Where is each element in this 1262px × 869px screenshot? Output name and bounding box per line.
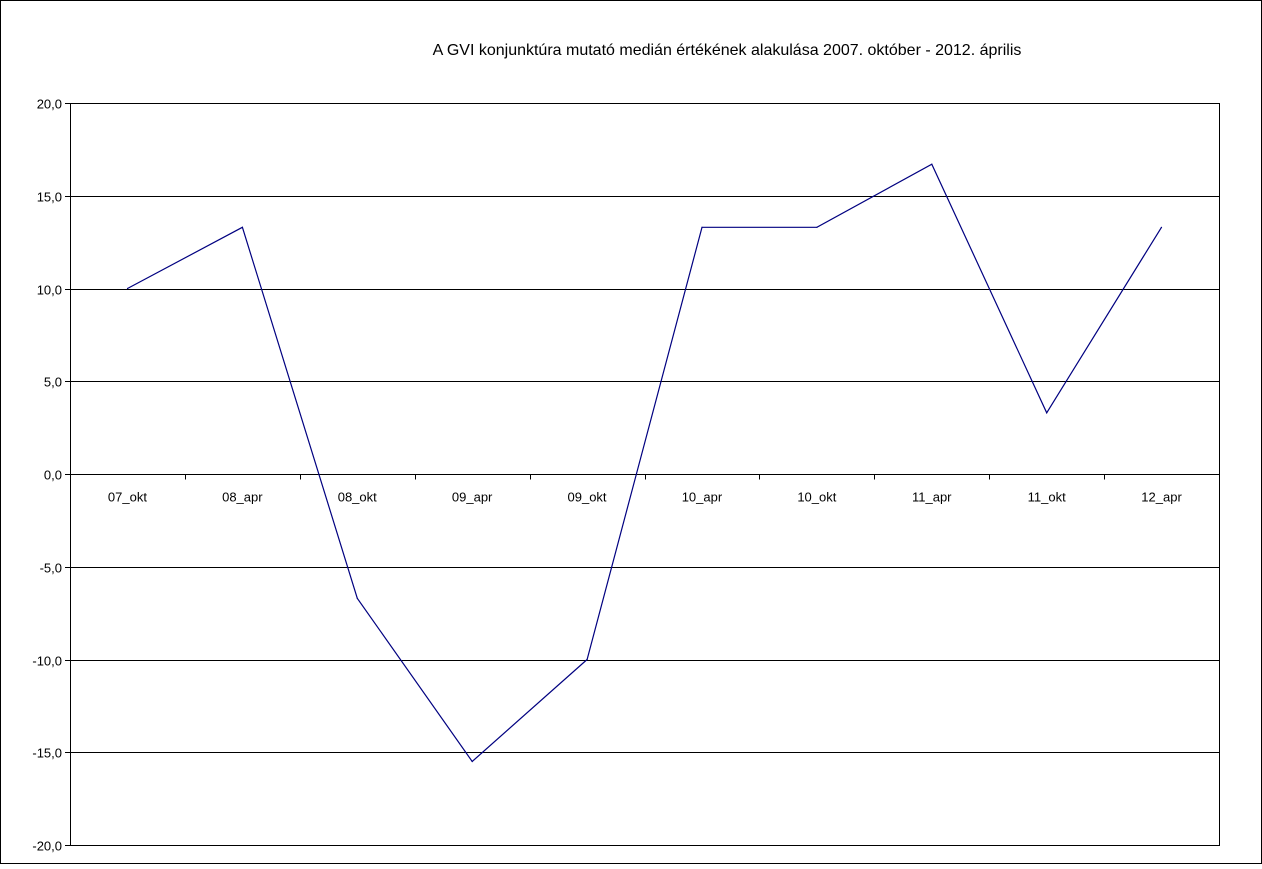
- x-tick-label: 09_okt: [568, 490, 607, 505]
- x-tick-label: 09_apr: [452, 490, 493, 505]
- y-tick-label: -20,0: [32, 839, 62, 854]
- data-point: [1160, 226, 1163, 228]
- axes: 20,0 15,0 10,0 5,0 0,0 -5,0 -10,0 -15,0 -20,0 07_…: [32, 97, 1220, 854]
- data-point: [931, 163, 933, 165]
- data-point: [356, 597, 358, 599]
- y-tick-label: 5,0: [44, 375, 62, 390]
- x-tick-label: 10_okt: [797, 490, 836, 505]
- data-point: [471, 760, 473, 763]
- x-tick-label: 11_okt: [1028, 490, 1066, 505]
- y-tick-label: -15,0: [32, 746, 62, 761]
- y-tick-label: -5,0: [40, 561, 62, 576]
- chart-title: A GVI konjunktúra mutató medián értékéne…: [433, 42, 1022, 59]
- series-layer: [126, 163, 1163, 763]
- x-tick-label: 08_okt: [338, 490, 377, 505]
- y-tick-label: 20,0: [37, 97, 62, 112]
- x-tick-label: 12_apr: [1141, 490, 1182, 505]
- data-point: [1046, 412, 1048, 414]
- data-point: [241, 226, 243, 228]
- y-tick-label: -10,0: [32, 654, 62, 669]
- series-line: [127, 163, 1163, 763]
- y-tick-label: 10,0: [37, 283, 62, 298]
- x-tick-label: 07_okt: [108, 490, 147, 505]
- y-tick-label: 15,0: [37, 190, 62, 205]
- data-point: [126, 287, 129, 290]
- x-tick-label: 11_apr: [912, 490, 952, 505]
- data-point: [701, 226, 703, 228]
- x-tick-label: 10_apr: [682, 490, 723, 505]
- y-tick-label: 0,0: [44, 468, 62, 483]
- x-tick-label: 08_apr: [222, 490, 263, 505]
- data-point: [586, 658, 588, 661]
- data-point: [816, 226, 818, 228]
